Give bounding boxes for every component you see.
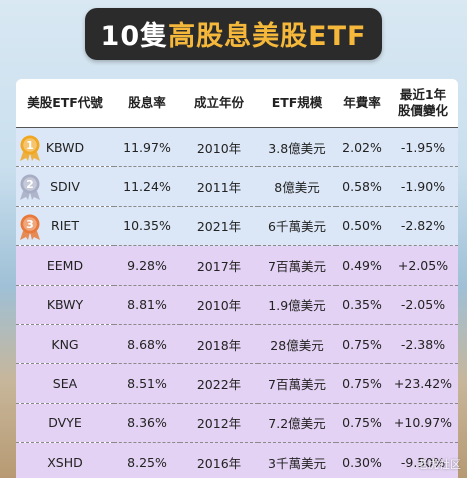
yield-cell: 11.97% <box>114 127 180 168</box>
etf-code-cell: 2 SDIV <box>16 166 114 207</box>
change-cell: -2.38% <box>388 324 458 365</box>
change-cell: +23.42% <box>388 363 458 404</box>
medal-rank: 2 <box>26 178 34 191</box>
etf-code: KNG <box>51 336 79 352</box>
change-cell: -2.82% <box>388 206 458 247</box>
fee-cell: 0.50% <box>336 206 388 247</box>
year-cell: 2010年 <box>180 127 258 168</box>
etf-code-cell: 3 RIET <box>16 206 114 247</box>
etf-code-cell: 1 KBWD <box>16 127 114 168</box>
table-row: EEMD 9.28% 2017年 7百萬美元 0.49% +2.05% <box>16 245 458 286</box>
size-cell: 7百萬美元 <box>258 245 336 286</box>
year-cell: 2016年 <box>180 442 258 478</box>
size-cell: 1.9億美元 <box>258 285 336 325</box>
year-cell: 2022年 <box>180 363 258 404</box>
etf-code: XSHD <box>47 454 83 470</box>
etf-code: SEA <box>52 376 78 392</box>
year-cell: 2011年 <box>180 166 258 207</box>
table-row: 2 SDIV 11.24% 2011年 8億美元 0.58% -1.90% <box>16 166 458 207</box>
etf-code: DVYE <box>48 415 82 431</box>
fee-cell: 2.02% <box>336 127 388 168</box>
fee-cell: 0.75% <box>336 403 388 444</box>
change-cell: +2.05% <box>388 245 458 286</box>
etf-table-card: 美股ETF代號 股息率 成立年份 ETF規模 年費率 最近1年 股價變化 1 KB… <box>16 79 458 478</box>
etf-code-cell: DVYE <box>16 403 114 444</box>
table-header-row: 美股ETF代號 股息率 成立年份 ETF規模 年費率 最近1年 股價變化 <box>16 79 458 128</box>
title-pill: 10隻 高股息美股ETF <box>84 8 383 60</box>
size-cell: 6千萬美元 <box>258 206 336 247</box>
col-header-fee: 年費率 <box>336 79 388 128</box>
change-cell: -1.90% <box>388 166 458 207</box>
yield-cell: 8.51% <box>114 363 180 404</box>
year-cell: 2018年 <box>180 324 258 365</box>
table-row: SEA 8.51% 2022年 7百萬美元 0.75% +23.42% <box>16 363 458 404</box>
col-header-yield: 股息率 <box>114 79 180 128</box>
change-cell: -1.95% <box>388 127 458 168</box>
table-row: KNG 8.68% 2018年 28億美元 0.75% -2.38% <box>16 324 458 365</box>
table-row: DVYE 8.36% 2012年 7.2億美元 0.75% +10.97% <box>16 403 458 444</box>
change-cell: -9.50% <box>388 442 458 478</box>
etf-code-cell: SEA <box>16 363 114 404</box>
col-header-size: ETF規模 <box>258 79 336 128</box>
watermark: 老虎社区 <box>417 458 461 471</box>
size-cell: 28億美元 <box>258 324 336 365</box>
table-row: 3 RIET 10.35% 2021年 6千萬美元 0.50% -2.82% <box>16 206 458 247</box>
fee-cell: 0.75% <box>336 324 388 365</box>
year-cell: 2012年 <box>180 403 258 444</box>
medal-rank: 3 <box>26 218 34 231</box>
yield-cell: 8.81% <box>114 285 180 325</box>
medal-icon: 2 <box>20 174 40 201</box>
year-cell: 2010年 <box>180 285 258 325</box>
size-cell: 7.2億美元 <box>258 403 336 444</box>
size-cell: 3.8億美元 <box>258 127 336 168</box>
size-cell: 7百萬美元 <box>258 363 336 404</box>
year-cell: 2017年 <box>180 245 258 286</box>
fee-cell: 0.75% <box>336 363 388 404</box>
yield-cell: 8.68% <box>114 324 180 365</box>
size-cell: 8億美元 <box>258 166 336 207</box>
col-header-change: 最近1年 股價變化 <box>388 79 458 128</box>
etf-code-cell: KNG <box>16 324 114 365</box>
yield-cell: 10.35% <box>114 206 180 247</box>
etf-code: KBWD <box>45 139 85 155</box>
yield-cell: 9.28% <box>114 245 180 286</box>
etf-code-cell: EEMD <box>16 245 114 286</box>
title-banner: 10隻 高股息美股ETF <box>0 8 467 60</box>
size-cell: 3千萬美元 <box>258 442 336 478</box>
title-main: 高股息美股ETF <box>168 21 367 52</box>
medal-rank: 1 <box>26 139 34 152</box>
medal-icon: 1 <box>20 135 40 161</box>
fee-cell: 0.58% <box>336 166 388 207</box>
change-cell: +10.97% <box>388 403 458 444</box>
etf-code: SDIV <box>50 179 80 195</box>
col-header-year: 成立年份 <box>180 79 258 128</box>
fee-cell: 0.35% <box>336 285 388 325</box>
medal-icon: 3 <box>20 214 40 240</box>
year-cell: 2021年 <box>180 206 258 247</box>
table-row: XSHD 8.25% 2016年 3千萬美元 0.30% -9.50% <box>16 442 458 478</box>
col-header-code: 美股ETF代號 <box>16 79 114 128</box>
etf-code: EEMD <box>46 257 84 273</box>
yield-cell: 8.25% <box>114 442 180 478</box>
yield-cell: 8.36% <box>114 403 180 444</box>
etf-table: 美股ETF代號 股息率 成立年份 ETF規模 年費率 最近1年 股價變化 1 KB… <box>16 79 458 478</box>
fee-cell: 0.30% <box>336 442 388 478</box>
etf-code-cell: KBWY <box>16 285 114 325</box>
etf-code-cell: XSHD <box>16 442 114 478</box>
etf-code: RIET <box>51 218 79 234</box>
fee-cell: 0.49% <box>336 245 388 286</box>
title-prefix: 10隻 <box>100 21 169 52</box>
table-row: 1 KBWD 11.97% 2010年 3.8億美元 2.02% -1.95% <box>16 127 458 168</box>
change-cell: -2.05% <box>388 285 458 325</box>
etf-code: KBWY <box>46 297 84 313</box>
yield-cell: 11.24% <box>114 166 180 207</box>
table-row: KBWY 8.81% 2010年 1.9億美元 0.35% -2.05% <box>16 285 458 325</box>
